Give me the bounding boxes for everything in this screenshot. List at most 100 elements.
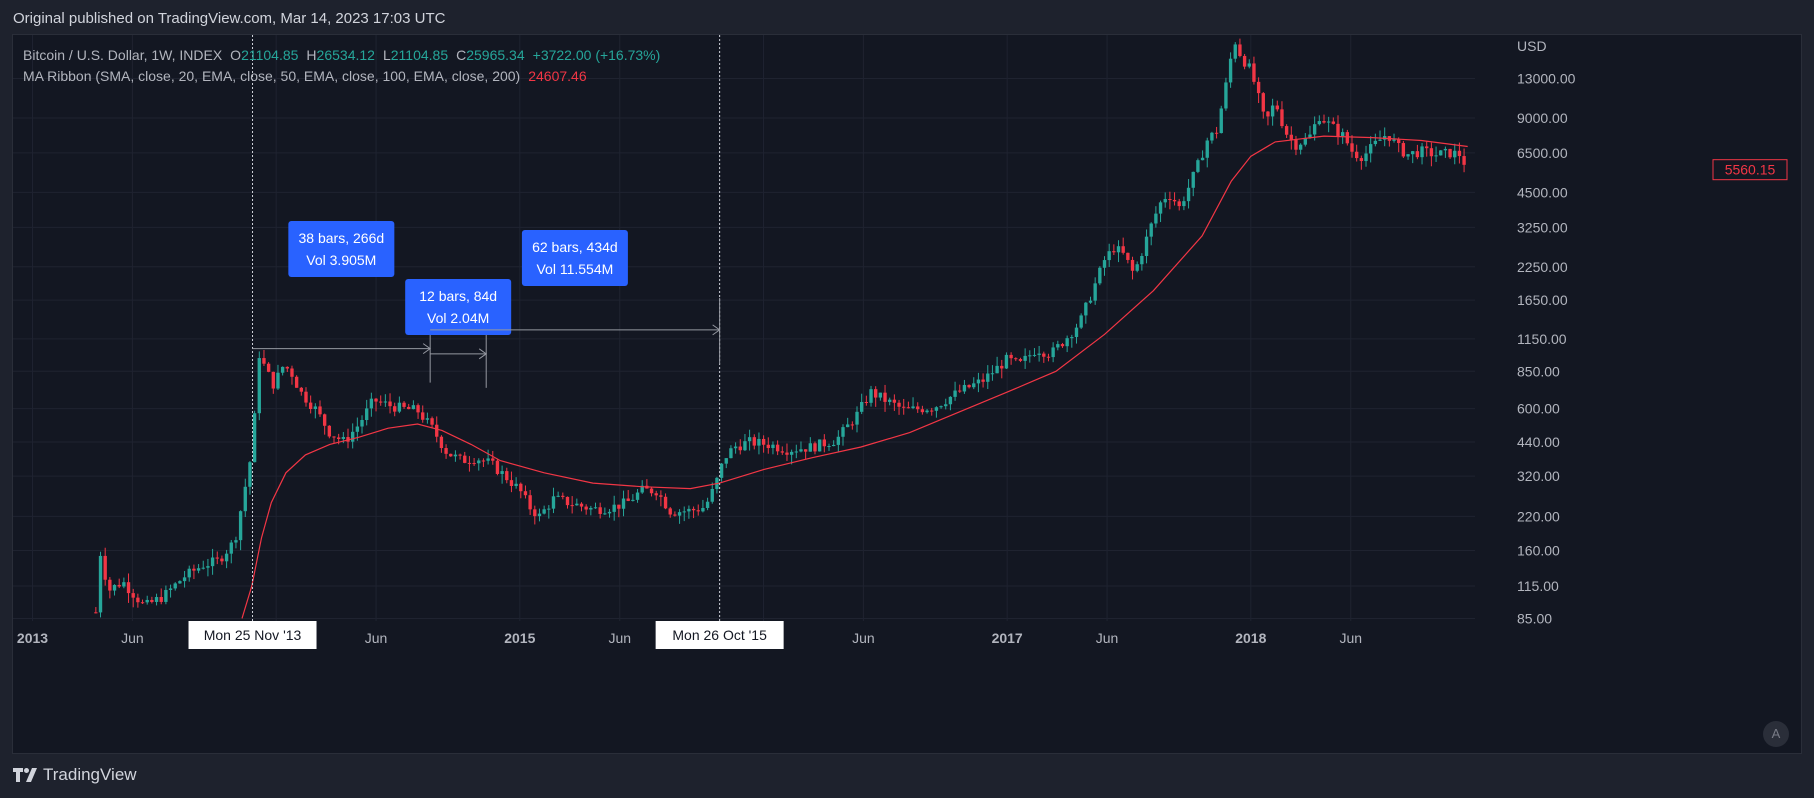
candle-down (598, 507, 602, 514)
candle-down (285, 366, 289, 369)
candle-up (1210, 132, 1214, 141)
candle-up (1411, 151, 1415, 155)
candle-down (491, 458, 495, 461)
candle-up (1453, 150, 1457, 158)
candle-down (509, 480, 514, 486)
candle-down (103, 555, 107, 580)
candle-down (1289, 134, 1293, 140)
symbol-title[interactable]: Bitcoin / U.S. Dollar, 1W, INDEX (23, 47, 223, 63)
candle-up (196, 568, 201, 571)
candle-up (1163, 198, 1167, 203)
candle-up (1140, 255, 1144, 265)
candle-down (294, 376, 299, 388)
candle-down (439, 436, 444, 449)
candle-down (131, 593, 135, 598)
candle-down (472, 463, 476, 465)
candle-down (663, 496, 668, 509)
candle-up (1378, 139, 1382, 141)
candle-down (271, 371, 275, 389)
candle-up (1154, 213, 1158, 224)
candle-down (159, 597, 163, 602)
candle-up (229, 542, 233, 554)
candle-down (1000, 365, 1004, 369)
tradingview-brand[interactable]: TradingView (13, 765, 137, 785)
candle-down (673, 514, 677, 516)
last-price-label: 5560.15 (1725, 162, 1776, 178)
candle-down (775, 444, 780, 452)
candle-down (308, 402, 313, 409)
candle-down (379, 401, 383, 403)
ma-ribbon-title[interactable]: MA Ribbon (SMA, close, 20, EMA, close, 5… (23, 68, 521, 84)
candle-down (304, 391, 308, 403)
measure-volume: Vol 3.905M (306, 252, 376, 268)
candle-up (1158, 202, 1163, 214)
candle-down (561, 495, 565, 497)
candle-up (1224, 82, 1228, 109)
candle-down (916, 406, 920, 410)
candle-down (435, 424, 439, 437)
candle-down (579, 503, 584, 507)
candle-up (845, 424, 850, 428)
y-axis-currency-label: USD (1517, 38, 1547, 54)
candle-up (360, 420, 364, 427)
candle-down (117, 584, 121, 587)
candle-up (1406, 154, 1410, 157)
candle-down (1429, 148, 1434, 157)
candle-up (98, 555, 103, 613)
candle-up (1326, 121, 1331, 123)
x-tick-label: Jun (1096, 630, 1119, 646)
candle-up (1065, 338, 1069, 347)
candle-up (1084, 302, 1088, 316)
candle-down (1359, 158, 1364, 162)
candle-down (1457, 150, 1462, 157)
ma-legend-row: MA Ribbon (SMA, close, 20, EMA, close, 5… (23, 66, 660, 87)
candle-up (257, 358, 261, 414)
candle-up (514, 483, 518, 486)
candle-up (1186, 187, 1191, 202)
candle-down (902, 406, 906, 408)
price-chart[interactable]: USD 13000.00 9000.00 6500.00 4500.00 3250.00 2… (13, 35, 1802, 754)
candle-down (150, 599, 154, 602)
candle-down (752, 437, 756, 446)
auto-scale-button[interactable]: A (1763, 721, 1789, 747)
candle-up (972, 383, 976, 388)
candle-down (449, 453, 453, 457)
candle-up (1098, 267, 1102, 284)
candle-up (365, 408, 369, 421)
chart-pane[interactable]: USD 13000.00 9000.00 6500.00 4500.00 3250.00 2… (12, 34, 1802, 754)
y-tick-label: 6500.00 (1517, 145, 1568, 161)
candle-up (210, 557, 215, 567)
candle-up (990, 373, 995, 375)
candle-down (126, 582, 131, 594)
change-value: +3722.00 (+16.73%) (532, 47, 661, 63)
measure-volume: Vol 11.554M (536, 261, 613, 277)
candle-up (817, 439, 822, 452)
candle-down (785, 452, 789, 455)
y-tick-label: 9000.00 (1517, 110, 1568, 126)
measure-tool: 12 bars, 84d Vol 2.04M (405, 279, 512, 388)
candle-up (944, 404, 948, 407)
candle-down (332, 436, 336, 438)
candle-down (1275, 105, 1279, 110)
candle-down (1354, 151, 1359, 159)
x-tick-label: 2013 (17, 630, 48, 646)
x-tick-label: Jun (608, 630, 631, 646)
candle-up (1102, 260, 1107, 268)
candle-down (1462, 156, 1466, 165)
candle-down (523, 491, 528, 496)
candle-up (1298, 144, 1303, 150)
candle-up (677, 512, 682, 516)
x-tick-label: 2018 (1235, 630, 1266, 646)
candle-up (1074, 327, 1079, 338)
candle-up (1093, 283, 1097, 301)
candle-down (1336, 123, 1340, 137)
candle-up (939, 406, 943, 408)
candle-down (94, 612, 98, 614)
x-tick-label: 2017 (992, 630, 1023, 646)
candle-up (122, 582, 126, 587)
candle-up (182, 577, 187, 582)
candle-down (495, 460, 500, 474)
candle-up (238, 511, 243, 541)
candle-up (607, 511, 612, 514)
brand-name: TradingView (43, 765, 137, 784)
